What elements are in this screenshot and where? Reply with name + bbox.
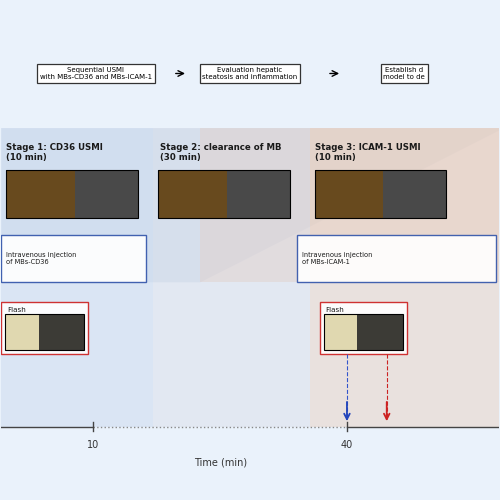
Bar	[320, 302, 406, 354]
Bar	[314, 170, 446, 218]
Bar	[6, 170, 75, 218]
Bar	[158, 170, 290, 218]
Bar	[297, 235, 496, 282]
Bar	[6, 170, 138, 218]
Polygon shape	[200, 128, 500, 282]
Text: Stage 3: ICAM-1 USMI
(10 min): Stage 3: ICAM-1 USMI (10 min)	[314, 143, 420, 163]
Text: Stage 2: clearance of MB
(30 min): Stage 2: clearance of MB (30 min)	[160, 143, 282, 163]
Bar	[153, 128, 310, 426]
Text: Intravenous injection
of MBs-ICAM-1: Intravenous injection of MBs-ICAM-1	[302, 252, 372, 266]
Bar	[310, 128, 500, 426]
Text: Stage 1: CD36 USMI
(10 min): Stage 1: CD36 USMI (10 min)	[6, 143, 103, 163]
Bar	[2, 128, 153, 426]
Bar	[6, 314, 84, 350]
Text: 10: 10	[88, 440, 100, 450]
Bar	[357, 314, 403, 350]
Bar	[158, 170, 290, 218]
Text: Flash: Flash	[326, 307, 344, 313]
Bar	[324, 314, 402, 350]
Bar	[314, 170, 446, 218]
Bar	[38, 314, 84, 350]
Text: Intravenous injection
of MBs-CD36: Intravenous injection of MBs-CD36	[6, 252, 76, 266]
Bar	[6, 314, 84, 350]
Bar	[324, 314, 402, 350]
Bar	[2, 302, 88, 354]
Polygon shape	[2, 128, 500, 282]
Bar	[226, 170, 290, 218]
Bar	[2, 235, 146, 282]
Bar	[75, 170, 138, 218]
Bar	[383, 170, 446, 218]
Text: Sequential USMI
with MBs-CD36 and MBs-ICAM-1: Sequential USMI with MBs-CD36 and MBs-IC…	[40, 67, 152, 80]
Bar	[314, 170, 383, 218]
Text: Flash: Flash	[8, 307, 26, 313]
Bar	[6, 170, 138, 218]
Text: Time (min): Time (min)	[194, 458, 246, 468]
Text: Evaluation hepatic
steatosis and inflammation: Evaluation hepatic steatosis and inflamm…	[202, 67, 298, 80]
Bar	[158, 170, 226, 218]
Text: Establish d
model to de: Establish d model to de	[384, 67, 425, 80]
Text: 40: 40	[341, 440, 353, 450]
